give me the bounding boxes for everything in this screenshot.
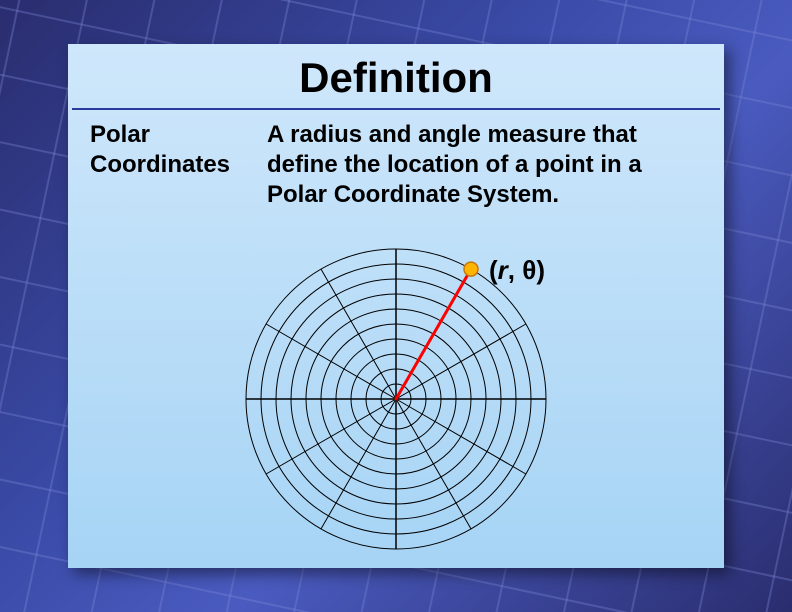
card-title: Definition [68, 44, 724, 108]
card-content: Polar Coordinates A radius and angle mea… [68, 120, 724, 210]
paren-open: ( [489, 255, 498, 285]
polar-chart [236, 239, 556, 559]
term-text: Polar Coordinates [90, 120, 255, 210]
point-label: (r, θ) [489, 255, 545, 286]
polar-chart-wrap: (r, θ) [68, 239, 724, 559]
theta-glyph: θ [522, 255, 536, 285]
title-rule [72, 108, 720, 110]
paren-close: ) [536, 255, 545, 285]
definition-text: A radius and angle measure that define t… [267, 120, 702, 210]
definition-card: Definition Polar Coordinates A radius an… [68, 44, 724, 568]
r-glyph: r [498, 255, 508, 285]
comma: , [508, 255, 522, 285]
